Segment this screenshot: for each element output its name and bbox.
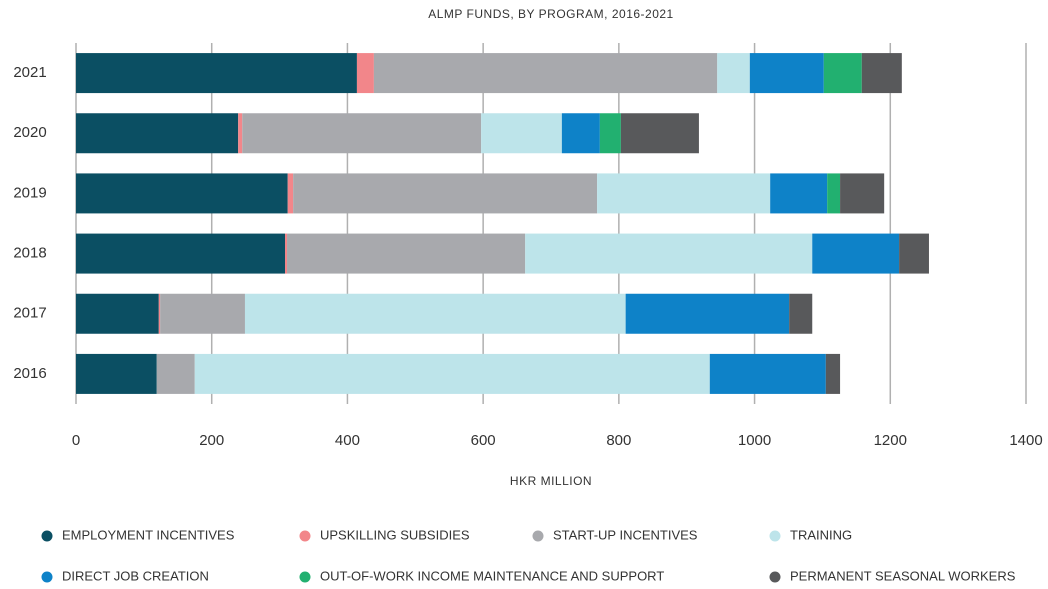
bar-segment xyxy=(76,233,285,274)
bar-segment xyxy=(76,293,159,334)
bar-segment xyxy=(76,113,239,154)
bar-segment xyxy=(373,53,718,94)
x-tick-label: 1000 xyxy=(738,432,771,449)
bar-segment xyxy=(287,173,294,214)
legend-swatch xyxy=(532,530,544,542)
legend-swatch xyxy=(769,571,781,583)
bar-segment xyxy=(285,233,288,274)
y-tick-label: 2021 xyxy=(13,64,46,81)
bar-segment xyxy=(76,53,357,94)
bar-segment xyxy=(620,113,699,154)
x-tick-label: 600 xyxy=(471,432,496,449)
bar-segment xyxy=(861,53,902,94)
bar-segment xyxy=(76,353,157,394)
bar-segment xyxy=(789,293,813,334)
y-tick-label: 2018 xyxy=(13,245,46,262)
bar-segment xyxy=(293,173,598,214)
legend-swatch xyxy=(769,530,781,542)
bar-segment xyxy=(238,113,243,154)
legend-label: EMPLOYMENT INCENTIVES xyxy=(62,527,235,542)
bar-segment xyxy=(599,113,621,154)
x-tick-label: 1200 xyxy=(874,432,907,449)
legend-label: DIRECT JOB CREATION xyxy=(62,568,209,583)
y-tick-label: 2017 xyxy=(13,305,46,322)
bar-segment xyxy=(156,353,195,394)
legend-label: OUT-OF-WORK INCOME MAINTENANCE AND SUPPO… xyxy=(320,568,664,583)
y-tick-label: 2020 xyxy=(13,124,46,141)
bar-segment xyxy=(76,173,288,214)
x-tick-label: 1400 xyxy=(1009,432,1042,449)
legend-label: START-UP INCENTIVES xyxy=(553,527,698,542)
bar-segment xyxy=(840,173,885,214)
bar-segment xyxy=(812,233,900,274)
legend-swatch xyxy=(41,571,53,583)
bar-segment xyxy=(287,233,526,274)
legend-swatch xyxy=(41,530,53,542)
x-tick-label: 800 xyxy=(606,432,631,449)
bar-segment xyxy=(356,53,374,94)
y-tick-label: 2016 xyxy=(13,365,46,382)
bar-segment xyxy=(525,233,813,274)
y-tick-label: 2019 xyxy=(13,184,46,201)
x-tick-label: 400 xyxy=(335,432,360,449)
bar-segment xyxy=(160,293,245,334)
bar-segment xyxy=(597,173,771,214)
bar-segment xyxy=(770,173,828,214)
bar-segment xyxy=(709,353,826,394)
legend-swatch xyxy=(299,530,311,542)
bar-segment xyxy=(194,353,710,394)
bar-segment xyxy=(717,53,750,94)
legend-swatch xyxy=(299,571,311,583)
bar-segment xyxy=(244,293,626,334)
bar-segment xyxy=(825,353,841,394)
x-tick-label: 0 xyxy=(72,432,80,449)
bar-segment xyxy=(242,113,482,154)
bar-segment xyxy=(481,113,562,154)
legend-label: UPSKILLING SUBSIDIES xyxy=(320,527,470,542)
bar-segment xyxy=(827,173,841,214)
bar-segment xyxy=(749,53,824,94)
chart-title: ALMP FUNDS, BY PROGRAM, 2016-2021 xyxy=(428,7,673,21)
bar-segment xyxy=(158,293,161,334)
bar-segment xyxy=(561,113,600,154)
x-tick-label: 200 xyxy=(199,432,224,449)
bar-segment xyxy=(899,233,929,274)
bar-segment xyxy=(625,293,790,334)
legend-label: TRAINING xyxy=(790,527,852,542)
x-axis-label: HKR MILLION xyxy=(510,474,592,488)
legend-label: PERMANENT SEASONAL WORKERS xyxy=(790,568,1016,583)
bar-segment xyxy=(823,53,862,94)
